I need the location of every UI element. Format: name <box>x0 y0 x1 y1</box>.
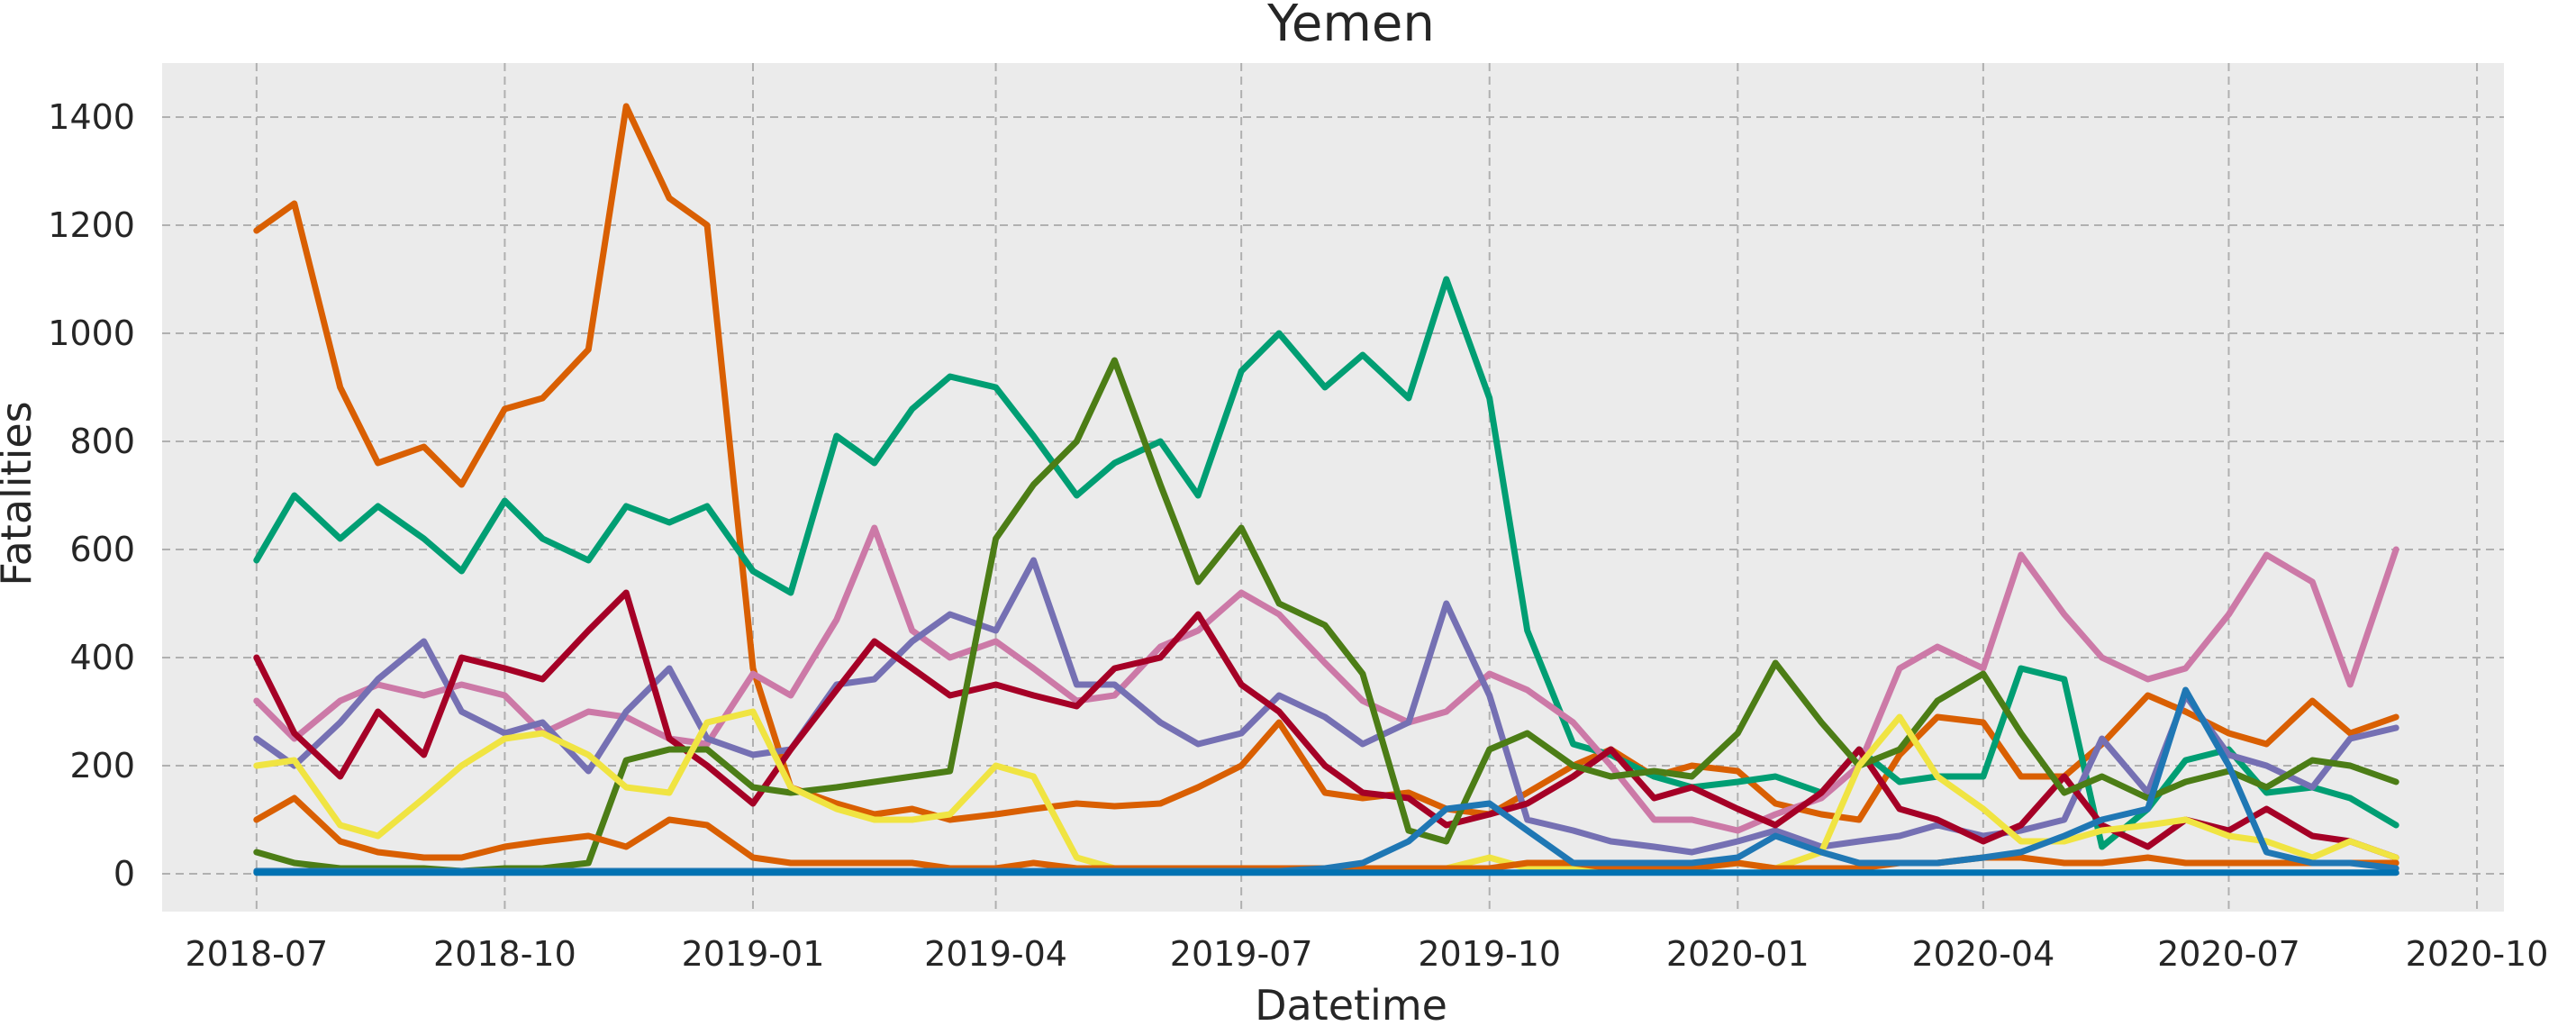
series-line-1 <box>253 103 2399 823</box>
y-tick-label: 1200 <box>48 205 135 245</box>
y-tick-label: 200 <box>69 746 135 785</box>
x-tick-label: 2018-07 <box>185 934 328 974</box>
x-axis-label: Datetime <box>1255 981 1447 1026</box>
x-tick-label: 2020-01 <box>1666 934 1810 974</box>
x-tick-label: 2019-07 <box>1170 934 1313 974</box>
y-tick-labels: 0 200 400 600 800 1000 1200 1400 <box>48 97 135 894</box>
series-line-6 <box>253 357 2399 875</box>
x-tick-label: 2020-07 <box>2157 934 2300 974</box>
x-tick-label: 2019-10 <box>1418 934 1561 974</box>
y-tick-label: 400 <box>69 638 135 677</box>
y-tick-label: 1000 <box>48 313 135 353</box>
x-tick-label: 2019-04 <box>924 934 1067 974</box>
y-tick-label: 600 <box>69 530 135 569</box>
series-line-2 <box>253 276 2399 850</box>
x-tick-labels: 2018-07 2018-10 2019-01 2019-04 2019-07 2019-… <box>185 934 2548 974</box>
series-line-3 <box>253 524 2399 834</box>
series-group <box>253 103 2399 876</box>
series-line-4 <box>253 557 2399 856</box>
x-tick-label: 2018-10 <box>433 934 576 974</box>
x-tick-label: 2019-01 <box>682 934 825 974</box>
y-tick-label: 800 <box>69 422 135 461</box>
x-tick-label: 2020-10 <box>2406 934 2549 974</box>
y-axis-label: Fatalities <box>0 401 41 586</box>
y-tick-label: 1400 <box>48 97 135 137</box>
chart-title: Yemen <box>1266 0 1435 53</box>
x-tick-label: 2020-04 <box>1911 934 2054 974</box>
y-tick-label: 0 <box>113 854 135 894</box>
series-line-5 <box>253 589 2399 861</box>
